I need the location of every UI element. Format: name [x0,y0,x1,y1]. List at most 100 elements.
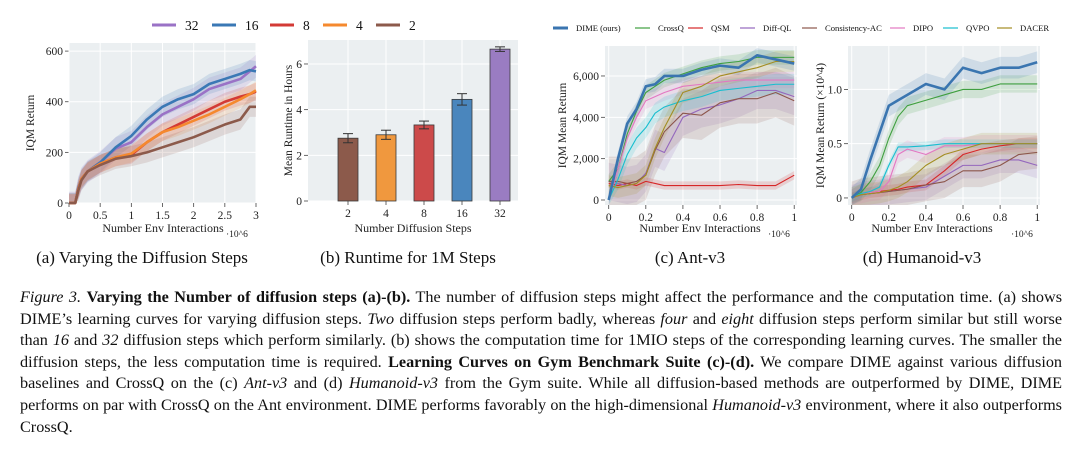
caption-segment: The number of diffusion steps might affe… [20,288,1062,328]
legend-methods: DIME (ours) CrossQ QSM Diff-QL Consistency-A… [553,23,1049,33]
confidence-band [608,73,795,206]
confidence-band [608,71,795,205]
caption-segment: and (d) [287,374,349,393]
x-tick-label: 16 [456,208,468,220]
y-axis-label: IQM Mean Return [557,82,569,168]
x-tick-label: 0.6 [713,212,728,224]
x-axis-multiplier: ·10^6 [768,230,790,240]
series-line-dacer [608,60,795,189]
y-axis-label: IQM Mean Return (×10^4) [815,63,827,188]
confidence-band [851,139,1038,203]
plot-background [605,46,797,205]
y-axis-label: IQM Return [25,94,37,151]
legend-label: DIPO [913,23,933,33]
legend-label: Consistency-AC [825,23,882,33]
series-line-dipo [608,79,795,201]
chart-d: 0 0.5 1.0 0 0.2 0.4 0.6 0.8 1 IQM Mean Return (×1… [815,46,1040,240]
caption-segment: from the Gym suite. While all diffusion-… [20,374,1062,414]
caption-segment: four [660,309,688,328]
bar-8 [413,124,435,202]
series-line-qsm [608,174,795,187]
subcaption-d: (d) Humanoid-v3 [862,248,982,267]
x-axis-label: Number Env Interactions [871,221,993,235]
legend-label: 4 [356,18,363,33]
y-tick-label: 6 [296,59,302,71]
x-tick-label: 4 [383,208,389,220]
legend-label: 8 [303,18,310,33]
bar-2 [337,137,359,202]
confidence-band [851,134,1038,205]
y-axis-label: Mean Runtime in Hours [283,64,295,176]
caption-segment: Varying the Number of diffusion steps (a… [86,288,411,306]
caption-segment: Humanoid-v3 [712,395,802,414]
plot-background [848,46,1040,205]
x-tick-label: 32 [494,208,506,220]
x-axis-label: Number Env Interactions [639,221,761,235]
x-tick-label: 2 [345,208,351,220]
x-tick-label: 0.4 [919,212,934,224]
x-axis-multiplier: ·10^6 [1011,230,1033,240]
x-tick-label: 0.8 [750,212,765,224]
legend-label: 32 [185,18,199,33]
figure-caption: Figure 3. Varying the Number of diffusio… [20,287,1062,438]
x-tick-label: 2 [191,210,197,222]
legend-label: Diff-QL [763,23,791,33]
caption-segment: Humanoid-v3 [348,374,438,393]
caption-segment: diffusion steps which perform similarly.… [20,331,1062,371]
x-tick-label: 0.6 [956,212,971,224]
x-tick-label: 0 [66,210,72,222]
y-tick-label: 0.5 [828,139,843,151]
y-tick-label: 0 [296,196,302,208]
x-axis-label: Number Env Interactions [102,221,224,235]
confidence-band [608,71,795,205]
legend-label: DACER [1020,23,1049,33]
caption-segment: and [687,309,722,328]
y-tick-label: 2,000 [573,154,599,166]
caption-segment: eight [721,309,754,328]
x-tick-label: 0 [849,212,855,224]
subcaption-c: (c) Ant-v3 [654,248,726,267]
bar-4 [375,134,397,202]
chart-c: 0 2,000 4,000 6,000 0 0.2 0.4 0.6 0.8 1 IQM Mean R… [557,46,797,240]
legend-label: CrossQ [658,23,685,33]
x-tick-label: 0 [606,212,612,224]
y-tick-label: 4 [296,105,302,117]
x-tick-label: 1 [1034,212,1040,224]
legend-diffusion-steps: 32 16 8 4 2 [152,18,416,33]
legend-label: 2 [409,18,416,33]
bar-16 [451,98,473,202]
series-line-dime-ours- [607,54,795,201]
subcaption-a: (a) Varying the Diffusion Steps [36,248,248,267]
x-tick-label: 8 [421,208,427,220]
y-tick-label: 0 [593,195,599,207]
confidence-band [851,51,1038,205]
caption-segment: 32 [102,331,119,350]
x-axis-multiplier: ·10^6 [226,230,248,240]
confidence-band [69,82,256,203]
caption-segment: Ant-v3 [244,374,288,393]
chart-a: 0 200 400 600 0 0.5 1 1.5 2 2.5 3 IQM Return Number … [25,43,259,240]
series-line-consistency-ac [608,91,795,185]
caption-segment: Learning Curves on Gym Benchmark Suite (… [388,352,755,371]
x-tick-label: 0.8 [993,212,1008,224]
confidence-band [69,81,256,203]
x-tick-label: 2.5 [218,210,233,222]
caption-segment: We compare DIME against various diffusio… [20,352,1063,393]
y-tick-label: 600 [46,46,64,58]
y-tick-label: 6,000 [573,71,599,83]
x-tick-label: 0.5 [93,210,108,222]
x-tick-label: 0.4 [676,212,691,224]
caption-segment: and [69,331,103,350]
series-line-dime-ours- [850,61,1038,199]
caption-segment: 16 [52,331,69,350]
legend-label: 16 [245,18,259,33]
caption-segment: diffusion steps perform badly, whereas [394,309,661,328]
confidence-band [608,67,795,205]
confidence-band [69,54,256,203]
bar-32 [489,48,511,202]
caption-segment: Figure 3. [20,288,82,306]
y-tick-label: 400 [46,97,64,109]
y-tick-label: 0 [57,198,63,210]
subcaption-b: (b) Runtime for 1M Steps [320,248,496,267]
